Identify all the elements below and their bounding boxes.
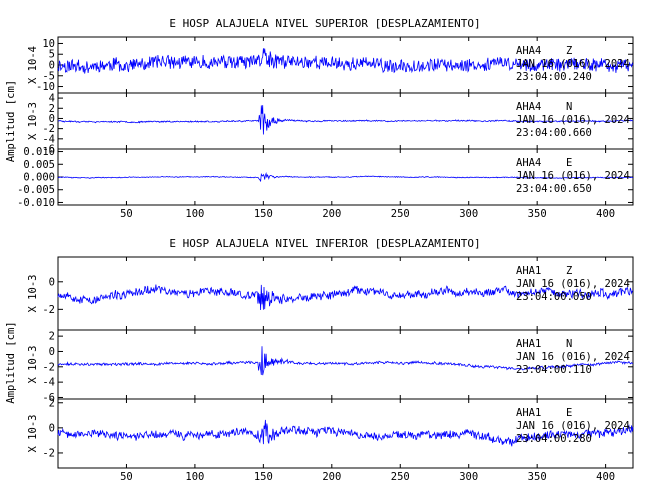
- station-label: AHA1 E: [516, 407, 572, 419]
- record-date: JAN 16 (016), 2024: [516, 114, 630, 126]
- scale-label: X 10-4: [27, 46, 39, 84]
- y-tick-label: 0: [49, 276, 55, 288]
- waveform-aha1-n: [57, 346, 634, 376]
- waveform-aha1-z: [57, 284, 634, 311]
- scale-label: X 10-3: [27, 275, 39, 313]
- x-tick-label: 150: [254, 208, 273, 220]
- record-date: JAN 16 (016), 2024: [516, 278, 630, 290]
- scale-label: X 10-3: [27, 346, 39, 384]
- y-tick-label: 10: [42, 38, 55, 50]
- y-tick-label: -6: [42, 144, 55, 156]
- waveform-aha4-z: [57, 48, 634, 74]
- record-time: 23:04:00.110: [516, 364, 592, 376]
- station-code: AHA1: [516, 338, 541, 350]
- y-tick-label: -2: [42, 304, 55, 316]
- station-label: AHA1 N: [516, 338, 572, 350]
- y-tick-label: -2: [42, 123, 55, 135]
- y-tick-label: 0.005: [23, 159, 55, 171]
- record-date: JAN 16 (016), 2024: [516, 58, 630, 70]
- x-tick-label: 200: [322, 208, 341, 220]
- chart-title: E HOSP ALAJUELA NIVEL INFERIOR [DESPLAZA…: [169, 237, 480, 250]
- scale-label: X 10-3: [27, 415, 39, 453]
- y-tick-label: -6: [42, 392, 55, 404]
- component-code: N: [566, 101, 572, 113]
- station-label: AHA4 N: [516, 101, 572, 113]
- chart-title: E HOSP ALAJUELA NIVEL SUPERIOR [DESPLAZA…: [169, 17, 480, 30]
- component-code: Z: [566, 265, 572, 277]
- record-date: JAN 16 (016), 2024: [516, 170, 630, 182]
- x-tick-label: 50: [120, 208, 133, 220]
- y-tick-label: 0: [49, 60, 55, 72]
- x-tick-label: 100: [185, 471, 204, 483]
- y-tick-label: 2: [49, 397, 55, 409]
- record-time: 23:04:00.280: [516, 433, 592, 445]
- x-tick-label: 50: [120, 471, 133, 483]
- waveform-aha1-e: [57, 419, 634, 447]
- x-tick-label: 300: [459, 471, 478, 483]
- y-tick-label: -0.010: [17, 197, 55, 209]
- x-tick-label: 350: [528, 208, 547, 220]
- x-tick-label: 250: [391, 471, 410, 483]
- y-tick-label: 0.010: [23, 146, 55, 158]
- y-tick-label: -2: [42, 361, 55, 373]
- waveform-aha4-n: [57, 105, 634, 135]
- component-code: N: [566, 338, 572, 350]
- y-tick-label: 5: [49, 49, 55, 61]
- station-label: AHA4 E: [516, 157, 572, 169]
- x-tick-label: 250: [391, 208, 410, 220]
- scale-label: X 10-3: [27, 102, 39, 140]
- component-code: Z: [566, 45, 572, 57]
- record-time: 23:04:00.240: [516, 71, 592, 83]
- y-axis-label: Amplitud [cm]: [5, 321, 17, 403]
- record-time: 23:04:00.660: [516, 127, 592, 139]
- y-tick-label: -4: [42, 377, 55, 389]
- component-code: E: [566, 157, 572, 169]
- x-tick-label: 400: [596, 208, 615, 220]
- x-tick-label: 350: [528, 471, 547, 483]
- record-date: JAN 16 (016), 2024: [516, 351, 630, 363]
- y-tick-label: -10: [36, 81, 55, 93]
- y-tick-label: 4: [49, 93, 55, 105]
- x-tick-label: 150: [254, 471, 273, 483]
- y-axis-label: Amplitud [cm]: [5, 80, 17, 162]
- station-code: AHA4: [516, 157, 541, 169]
- station-code: AHA1: [516, 407, 541, 419]
- y-tick-label: 0: [49, 422, 55, 434]
- y-tick-label: 0: [49, 113, 55, 125]
- y-tick-label: 0: [49, 346, 55, 358]
- y-tick-label: -2: [42, 447, 55, 459]
- station-code: AHA4: [516, 45, 541, 57]
- y-tick-label: -4: [42, 133, 55, 145]
- y-tick-label: -5: [42, 70, 55, 82]
- record-time: 23:04:00.050: [516, 291, 592, 303]
- y-tick-label: 2: [49, 331, 55, 343]
- waveform-aha4-e: [57, 172, 634, 182]
- station-label: AHA1 Z: [516, 265, 572, 277]
- y-tick-label: 2: [49, 103, 55, 115]
- x-tick-label: 200: [322, 471, 341, 483]
- station-code: AHA4: [516, 101, 541, 113]
- station-code: AHA1: [516, 265, 541, 277]
- record-time: 23:04:00.650: [516, 183, 592, 195]
- x-tick-label: 300: [459, 208, 478, 220]
- record-date: JAN 16 (016), 2024: [516, 420, 630, 432]
- x-tick-label: 400: [596, 471, 615, 483]
- y-tick-label: -0.005: [17, 184, 55, 196]
- y-tick-label: 0.000: [23, 172, 55, 184]
- x-tick-label: 100: [185, 208, 204, 220]
- component-code: E: [566, 407, 572, 419]
- station-label: AHA4 Z: [516, 45, 572, 57]
